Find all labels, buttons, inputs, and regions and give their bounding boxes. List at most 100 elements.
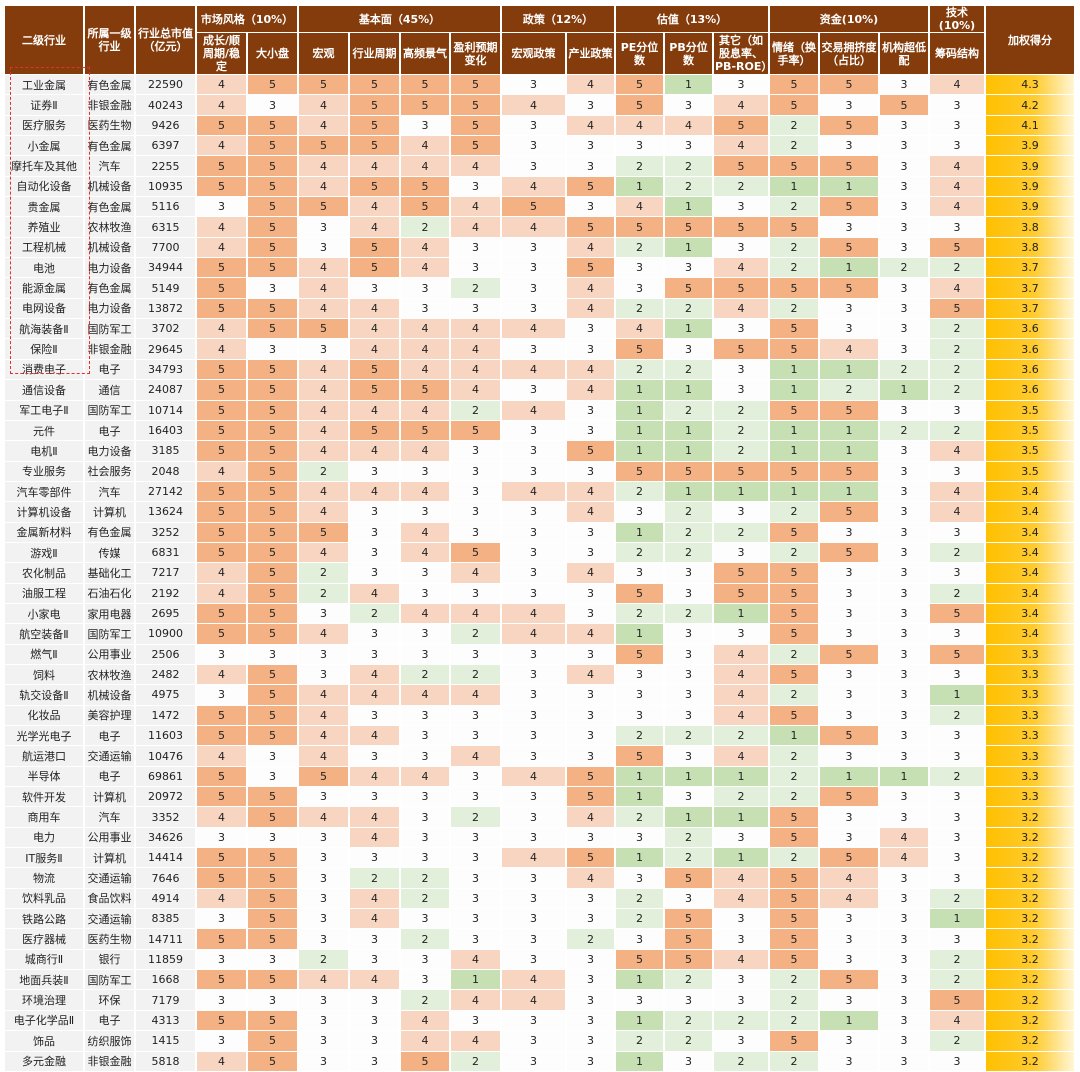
score-cell: 3 [567, 827, 614, 848]
score-cell: 3 [502, 746, 565, 766]
score-cell: 2 [665, 522, 712, 542]
score-cell: 5 [248, 136, 297, 156]
score-cell: 5 [451, 75, 500, 95]
score-cell: 5 [248, 380, 297, 400]
table-row: 医疗器械 医药生物 14711 5 5 3 3 2 3 3 2 3 5 3 5 3 3 3 3.2 [5, 929, 1074, 949]
score-cell: 1 [616, 380, 663, 400]
table-row: 消费电子 电子 34793 5 5 4 5 4 4 4 4 2 2 3 1 1 2 2 3.6 [5, 359, 1074, 380]
score-cell: 4 [502, 624, 565, 644]
industry-name: 计算机设备 [5, 502, 83, 522]
header-fixed: 二级行业 [5, 6, 83, 74]
score-cell: 4 [567, 359, 614, 380]
score-cell: 5 [616, 644, 663, 664]
score-cell: 3 [616, 664, 663, 685]
market-cap: 1472 [136, 705, 195, 725]
weighted-score: 4.1 [986, 115, 1074, 136]
score-cell: 3 [567, 400, 614, 420]
score-cell: 3 [451, 848, 500, 868]
score-cell: 5 [197, 258, 246, 278]
table-row: 证券Ⅱ 非银金融 40243 4 3 4 5 5 5 4 3 5 3 4 5 3 5 3 4.2 [5, 95, 1074, 115]
score-cell: 4 [350, 217, 399, 237]
industry-name: 地面兵装Ⅱ [5, 970, 83, 990]
column-header: 行业周期 [350, 33, 399, 74]
score-cell: 2 [930, 949, 984, 970]
score-cell: 1 [616, 624, 663, 644]
score-cell: 3 [502, 237, 565, 258]
score-cell: 4 [502, 400, 565, 420]
score-cell: 2 [770, 237, 818, 258]
score-cell: 3 [299, 664, 348, 685]
score-cell: 3 [930, 848, 984, 868]
table-row: 元件 电子 16403 5 5 4 5 5 5 3 3 1 1 2 1 1 2 2 3.5 [5, 420, 1074, 441]
score-cell: 3 [502, 115, 565, 136]
industry-name: 铁路公路 [5, 909, 83, 929]
score-cell: 1 [820, 441, 878, 461]
score-cell: 1 [616, 400, 663, 420]
score-cell: 1 [665, 420, 712, 441]
score-cell: 5 [248, 603, 297, 624]
score-cell: 4 [350, 441, 399, 461]
score-cell: 4 [714, 868, 768, 888]
score-cell: 2 [930, 420, 984, 441]
industry-name: 软件开发 [5, 787, 83, 807]
score-cell: 5 [820, 197, 878, 217]
table-row: 轨交设备Ⅱ 机械设备 4975 3 5 4 4 4 4 3 3 3 3 4 2 3 3 1 3.3 [5, 685, 1074, 705]
score-cell: 5 [350, 136, 399, 156]
score-cell: 3 [820, 685, 878, 705]
score-cell: 2 [299, 563, 348, 583]
score-cell: 3 [880, 278, 928, 298]
market-cap: 9426 [136, 115, 195, 136]
column-header: 宏观政策 [502, 33, 565, 74]
parent-industry: 社会服务 [85, 461, 134, 481]
score-cell: 4 [714, 644, 768, 664]
parent-industry: 计算机 [85, 502, 134, 522]
table-row: 摩托车及其他 汽车 2255 5 5 4 4 4 4 3 3 2 2 5 5 5 3 4 3.9 [5, 156, 1074, 176]
score-cell: 5 [401, 95, 449, 115]
parent-industry: 公用事业 [85, 644, 134, 664]
parent-industry: 电子 [85, 1010, 134, 1031]
score-cell: 3 [930, 522, 984, 542]
score-cell: 3 [197, 644, 246, 664]
score-cell: 2 [770, 746, 818, 766]
score-cell: 5 [770, 583, 818, 603]
industry-name: 电力 [5, 827, 83, 848]
score-cell: 4 [350, 481, 399, 502]
score-cell: 2 [350, 603, 399, 624]
score-cell: 5 [616, 75, 663, 95]
parent-industry: 电子 [85, 726, 134, 746]
score-cell: 3 [567, 95, 614, 115]
score-cell: 2 [665, 848, 712, 868]
score-cell: 5 [248, 1031, 297, 1051]
score-cell: 4 [299, 176, 348, 197]
score-cell: 3 [665, 990, 712, 1010]
industry-name: 饰品 [5, 1031, 83, 1051]
score-cell: 5 [451, 115, 500, 136]
score-cell: 4 [714, 949, 768, 970]
weighted-score: 3.3 [986, 685, 1074, 705]
score-cell: 2 [665, 1031, 712, 1051]
score-cell: 5 [401, 1051, 449, 1071]
score-cell: 3 [299, 929, 348, 949]
score-cell: 4 [299, 441, 348, 461]
score-cell: 5 [820, 502, 878, 522]
market-cap: 14711 [136, 929, 195, 949]
score-cell: 5 [248, 868, 297, 888]
score-cell: 5 [197, 522, 246, 542]
market-cap: 7179 [136, 990, 195, 1010]
industry-name: 商用车 [5, 807, 83, 827]
score-cell: 4 [616, 115, 663, 136]
score-cell: 5 [248, 156, 297, 176]
parent-industry: 交通运输 [85, 868, 134, 888]
group-header: 估值（13%） [616, 6, 768, 32]
market-cap: 4313 [136, 1010, 195, 1031]
industry-name: 摩托车及其他 [5, 156, 83, 176]
score-cell: 3 [880, 563, 928, 583]
score-cell: 1 [820, 766, 878, 787]
column-header: 筹码结构 [930, 33, 984, 74]
table-row: 保险Ⅱ 非银金融 29645 4 3 3 4 4 4 3 3 5 3 5 5 4 3 2 3.6 [5, 339, 1074, 359]
score-cell: 4 [350, 298, 399, 319]
score-cell: 3 [197, 197, 246, 217]
parent-industry: 纺织服饰 [85, 1031, 134, 1051]
score-cell: 4 [401, 766, 449, 787]
score-cell: 2 [770, 990, 818, 1010]
